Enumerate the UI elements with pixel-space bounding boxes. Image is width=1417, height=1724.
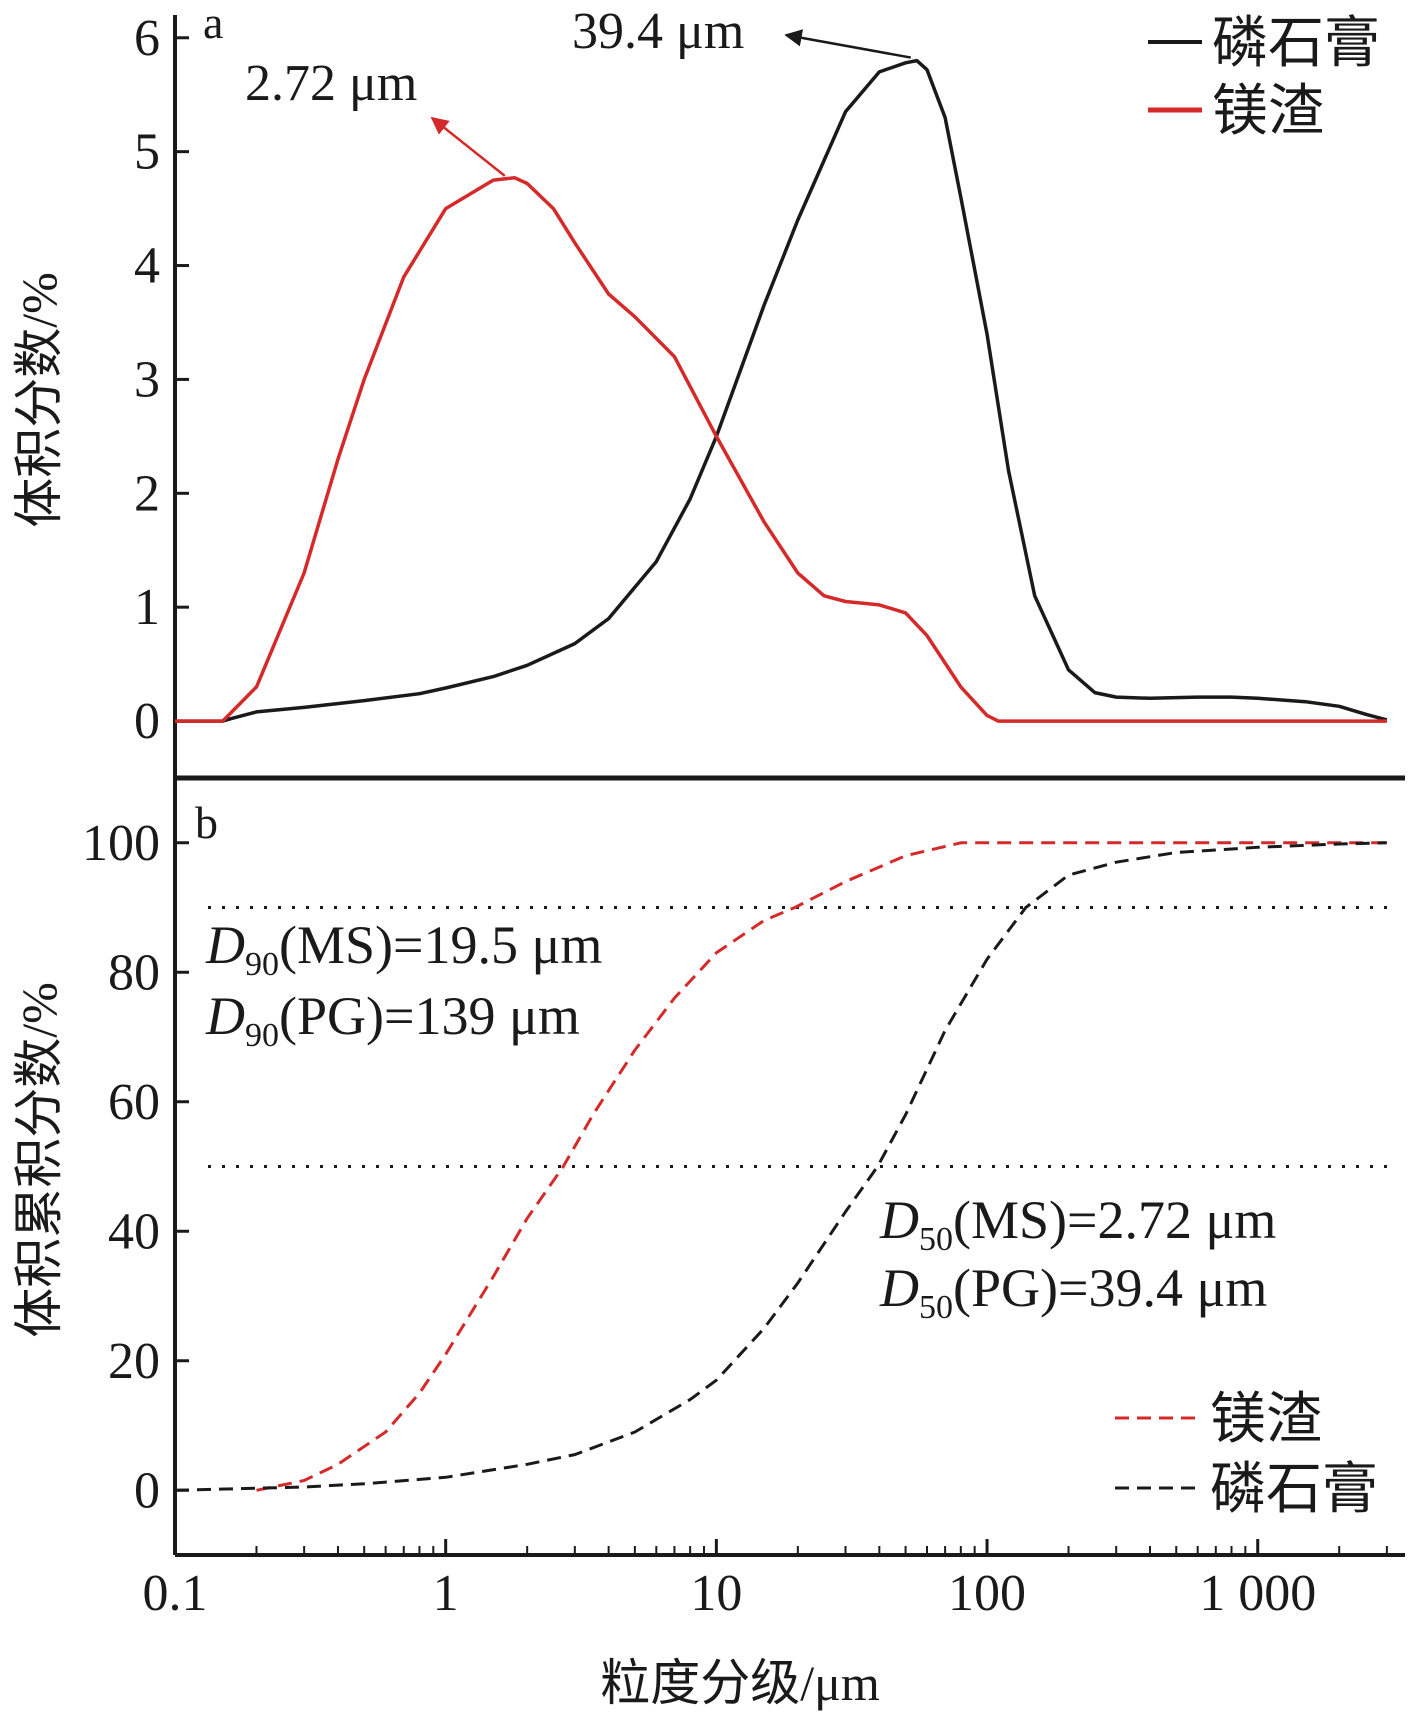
panel-b-y-ticks: 0 20 40 60 80 100 bbox=[82, 815, 189, 1519]
a-ytick-label-1: 1 bbox=[134, 579, 160, 636]
panel-a-legend: 磷石膏 镁渣 bbox=[1148, 13, 1380, 143]
panel-a-label: a bbox=[203, 0, 223, 48]
b-ytick-label-2: 40 bbox=[108, 1203, 160, 1260]
xtick-label-0: 0.1 bbox=[143, 1565, 208, 1622]
a-series-line-1 bbox=[175, 176, 1387, 723]
panel-b: b 体积累积分数/% 粒度分级/μm 0 20 40 60 80 100 0.1 1 10 10… bbox=[11, 778, 1405, 1711]
peak-arrow-1 bbox=[784, 29, 911, 59]
a-ytick-label-0: 0 bbox=[134, 693, 160, 750]
peak-label-1: 39.4 μm bbox=[572, 3, 744, 60]
b-ytick-label-3: 60 bbox=[108, 1074, 160, 1131]
a-series-line-0 bbox=[175, 58, 1388, 723]
a-ytick-label-4: 4 bbox=[134, 238, 160, 295]
d50-ms-label: D50(MS)=2.72 μm bbox=[879, 1190, 1276, 1258]
xtick-label-3: 100 bbox=[948, 1565, 1026, 1622]
xtick-label-2: 10 bbox=[690, 1565, 742, 1622]
legend-b-label-0: 镁渣 bbox=[1210, 1389, 1322, 1451]
d-value-annotations: D90(MS)=19.5 μm D90(PG)=139 μm D50(MS)=2… bbox=[205, 915, 1276, 1326]
panel-a-y-title: 体积分数/% bbox=[11, 272, 67, 528]
panel-b-label: b bbox=[195, 797, 218, 848]
panel-a-y-ticks: 0 1 2 3 4 5 6 bbox=[134, 10, 189, 750]
b-ytick-label-1: 20 bbox=[108, 1333, 160, 1390]
d90-pg-label: D90(PG)=139 μm bbox=[205, 986, 580, 1054]
b-ytick-label-4: 80 bbox=[108, 944, 160, 1001]
b-ytick-label-5: 100 bbox=[82, 815, 160, 872]
d90-ms-label: D90(MS)=19.5 μm bbox=[205, 915, 602, 983]
panel-b-series bbox=[174, 841, 1387, 1492]
b-series-line-1 bbox=[174, 841, 1387, 1492]
reference-lines bbox=[208, 906, 1395, 1168]
a-ytick-label-3: 3 bbox=[134, 351, 160, 408]
legend-a-label-0: 磷石膏 bbox=[1212, 13, 1380, 75]
panel-a-annotations: 2.72 μm 39.4 μm bbox=[245, 3, 911, 177]
peak-label-0: 2.72 μm bbox=[245, 55, 417, 112]
x-axis-title: 粒度分级/μm bbox=[600, 1655, 880, 1711]
panel-a-series bbox=[175, 58, 1388, 723]
peak-arrow-0 bbox=[430, 116, 506, 177]
x-ticks: 0.1 1 10 100 1 000 bbox=[143, 1539, 1388, 1622]
b-ytick-label-0: 0 bbox=[134, 1462, 160, 1519]
b-series-line-0 bbox=[256, 841, 1387, 1492]
xtick-label-1: 1 bbox=[433, 1565, 459, 1622]
legend-b-label-1: 磷石膏 bbox=[1210, 1459, 1378, 1521]
a-ytick-label-6: 6 bbox=[134, 10, 160, 67]
panel-b-y-title: 体积累积分数/% bbox=[11, 982, 67, 1338]
legend-a-label-1: 镁渣 bbox=[1212, 81, 1324, 143]
panel-b-legend: 镁渣 磷石膏 bbox=[1115, 1389, 1378, 1521]
xtick-label-4: 1 000 bbox=[1199, 1565, 1316, 1622]
d50-pg-label: D50(PG)=39.4 μm bbox=[879, 1258, 1267, 1326]
a-ytick-label-2: 2 bbox=[134, 465, 160, 522]
a-ytick-label-5: 5 bbox=[134, 124, 160, 181]
panel-a: a 体积分数/% 0 1 2 3 4 5 6 2.72 μm 39.4 μm 磷石膏 镁渣 bbox=[11, 0, 1388, 778]
